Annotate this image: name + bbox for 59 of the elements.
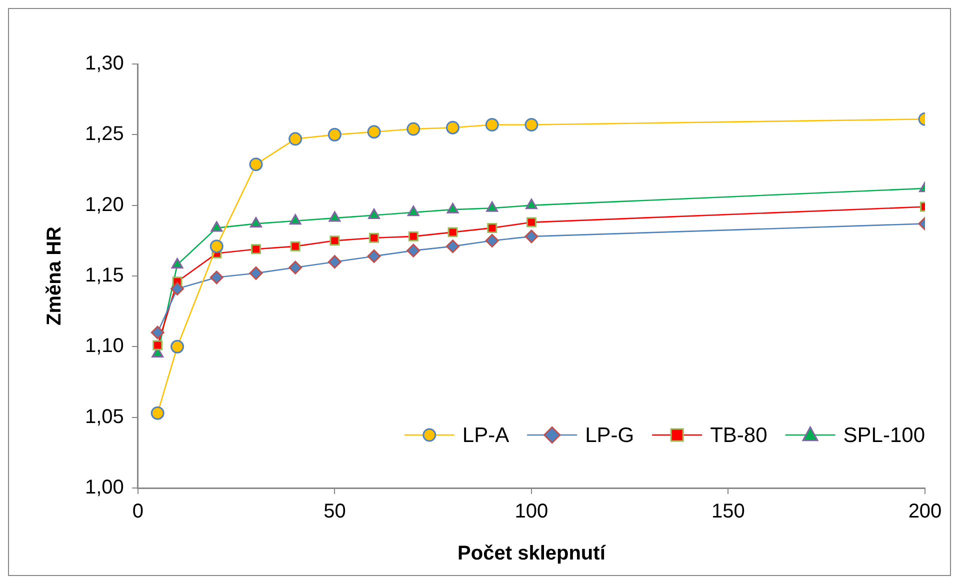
- point: [369, 232, 380, 243]
- point: [446, 120, 460, 134]
- point: [367, 125, 381, 139]
- point: [210, 270, 224, 284]
- x-tick-label: 0: [132, 500, 144, 523]
- point: [170, 282, 184, 296]
- y-tick-label: 1,00: [84, 476, 124, 499]
- point: [486, 201, 498, 212]
- point: [524, 230, 538, 244]
- x-tick-label: 50: [324, 500, 346, 523]
- y-tick-label: 1,05: [84, 406, 124, 428]
- point: [408, 231, 418, 242]
- point: [330, 236, 340, 246]
- point: [406, 244, 420, 258]
- y-axis-title: Změna HR: [44, 226, 66, 326]
- point: [328, 255, 342, 269]
- y-tick-label: 1,15: [84, 264, 124, 287]
- point: [524, 118, 538, 132]
- point: [448, 227, 458, 238]
- y-tick-label: 1,30: [84, 52, 124, 75]
- point: [288, 132, 302, 146]
- point: [210, 221, 223, 232]
- x-tick-label: 200: [908, 500, 942, 523]
- x-axis-title: Počet sklepnutí: [458, 542, 607, 565]
- point: [171, 258, 184, 268]
- point: [526, 198, 538, 210]
- y-tick-label: 1,20: [84, 194, 124, 216]
- legend-label: LP-G: [585, 424, 634, 447]
- legend-label: SPL-100: [843, 424, 926, 447]
- point: [328, 128, 342, 142]
- point: [249, 266, 263, 280]
- point: [170, 340, 184, 354]
- point: [150, 406, 164, 420]
- y-tick-label: 1,25: [84, 123, 124, 146]
- point: [526, 217, 536, 228]
- point: [368, 208, 380, 219]
- point: [485, 234, 499, 248]
- point: [446, 240, 460, 254]
- point: [328, 211, 341, 222]
- point: [150, 326, 164, 340]
- point: [250, 244, 261, 254]
- point: [152, 340, 163, 350]
- legend-label: LP-A: [462, 424, 510, 447]
- point: [407, 206, 420, 216]
- point: [288, 260, 302, 274]
- point: [210, 240, 224, 254]
- point: [249, 158, 263, 172]
- point: [446, 202, 459, 214]
- point: [487, 222, 498, 233]
- point: [289, 214, 302, 225]
- point: [367, 249, 381, 263]
- point: [485, 118, 499, 132]
- y-tick-label: 1,10: [84, 335, 124, 358]
- point: [406, 122, 420, 136]
- x-tick-label: 150: [712, 500, 745, 523]
- x-tick-label: 100: [514, 500, 548, 523]
- point: [290, 241, 300, 252]
- point: [250, 216, 262, 228]
- legend-label: TB-80: [710, 424, 768, 447]
